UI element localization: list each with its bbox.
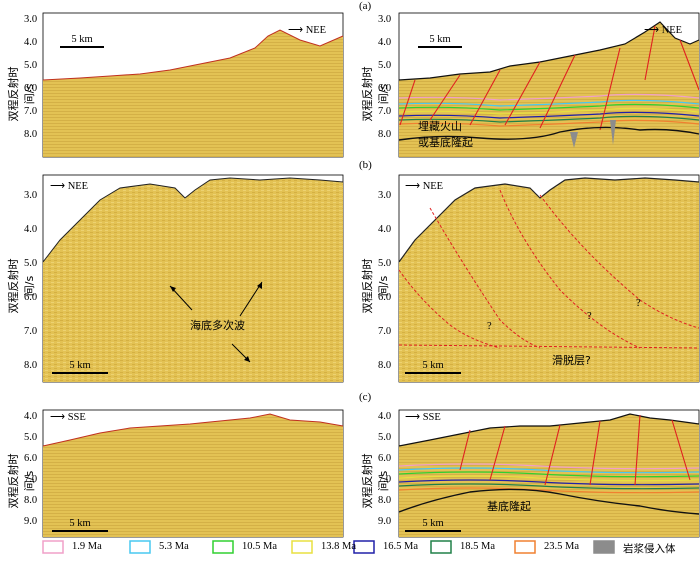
- tick-a-right-3: 6.0: [378, 83, 392, 94]
- scale-bar-b-left: 5 km: [52, 360, 108, 374]
- tick-b-left-2: 5.0: [24, 258, 38, 269]
- tick-a-right-5: 8.0: [378, 129, 392, 140]
- tick-b-right-0: 3.0: [378, 190, 392, 201]
- scale-bar-a-right: 5 km: [418, 34, 462, 48]
- annotation-question-1: ?: [487, 321, 492, 332]
- legend-label-3: 10.5 Ma: [242, 541, 277, 552]
- legend-label-1: 1.9 Ma: [72, 541, 102, 552]
- legend-label-7: 23.5 Ma: [544, 541, 579, 552]
- tick-b-left-0: 3.0: [24, 190, 38, 201]
- panel-c-left: [42, 409, 344, 538]
- tick-b-right-3: 6.0: [378, 292, 392, 303]
- annotation-question-2: ?: [587, 311, 592, 322]
- legend-label-6: 18.5 Ma: [460, 541, 495, 552]
- annotation-volcano: 埋藏火山 或基底隆起: [418, 120, 473, 149]
- tick-a-right-1: 4.0: [378, 37, 392, 48]
- tick-b-right-4: 7.0: [378, 326, 392, 337]
- panel-b-left: [42, 174, 344, 383]
- direction-b-left: ⟶ NEE: [50, 181, 89, 192]
- panel-c-right: [398, 409, 700, 538]
- annotation-detachment: 滑脱层?: [552, 354, 591, 367]
- tick-a-left-5: 8.0: [24, 129, 38, 140]
- scale-bar-b-right: 5 km: [405, 360, 461, 374]
- tick-b-left-4: 7.0: [24, 326, 38, 337]
- panel-a-right: [398, 12, 700, 158]
- tick-c-right-0: 4.0: [378, 411, 392, 422]
- panel-a-left: [42, 12, 344, 158]
- tick-c-right-2: 6.0: [378, 453, 392, 464]
- direction-c-right: ⟶ SSE: [405, 412, 441, 423]
- scale-label: 5 km: [422, 518, 444, 529]
- legend-label-8: 岩浆侵入体: [623, 543, 676, 555]
- direction-arrow-icon: ⟶: [644, 25, 660, 36]
- scale-label: 5 km: [429, 34, 451, 45]
- scale-label: 5 km: [69, 360, 91, 371]
- scale-label: 5 km: [69, 518, 91, 529]
- scale-bar-a-left: 5 km: [60, 34, 104, 48]
- direction-c-left: ⟶ SSE: [50, 412, 86, 423]
- tick-a-left-3: 6.0: [24, 83, 38, 94]
- annotation-question-3: ?: [636, 298, 641, 309]
- direction-arrow-icon: ⟶: [405, 412, 421, 423]
- tick-c-right-3: 7.0: [378, 474, 392, 485]
- tick-a-left-1: 4.0: [24, 37, 38, 48]
- panel-b-right: [398, 174, 700, 383]
- tick-a-left-0: 3.0: [24, 14, 38, 25]
- tick-a-right-0: 3.0: [378, 14, 392, 25]
- tick-a-right-2: 5.0: [378, 60, 392, 71]
- scale-bar-c-left: 5 km: [52, 518, 108, 532]
- legend: [42, 540, 615, 554]
- scale-label: 5 km: [71, 34, 93, 45]
- legend-label-4: 13.8 Ma: [321, 541, 356, 552]
- direction-a-left: ⟶ NEE: [288, 25, 327, 36]
- panel-label-b: (b): [359, 159, 372, 171]
- annotation-basement: 基底隆起: [487, 500, 531, 513]
- tick-c-left-2: 6.0: [24, 453, 38, 464]
- panel-label-a: (a): [359, 0, 372, 12]
- tick-c-left-3: 7.0: [24, 474, 38, 485]
- direction-a-right: ⟶ NEE: [644, 25, 683, 36]
- direction-arrow-icon: ⟶: [288, 25, 304, 36]
- tick-b-left-5: 8.0: [24, 360, 38, 371]
- legend-label-2: 5.3 Ma: [159, 541, 189, 552]
- direction-arrow-icon: ⟶: [405, 181, 421, 192]
- tick-c-right-4: 8.0: [378, 495, 392, 506]
- tick-a-right-4: 7.0: [378, 106, 392, 117]
- tick-c-right-1: 5.0: [378, 432, 392, 443]
- annotation-multiple: 海底多次波: [190, 319, 245, 332]
- direction-arrow-icon: ⟶: [50, 412, 66, 423]
- tick-c-left-0: 4.0: [24, 411, 38, 422]
- panel-label-c: (c): [359, 391, 372, 403]
- tick-c-left-5: 9.0: [24, 516, 38, 527]
- tick-c-left-1: 5.0: [24, 432, 38, 443]
- tick-b-right-1: 4.0: [378, 224, 392, 235]
- tick-c-left-4: 8.0: [24, 495, 38, 506]
- scale-label: 5 km: [422, 360, 444, 371]
- tick-b-right-5: 8.0: [378, 360, 392, 371]
- tick-c-right-5: 9.0: [378, 516, 392, 527]
- legend-label-5: 16.5 Ma: [383, 541, 418, 552]
- tick-b-right-2: 5.0: [378, 258, 392, 269]
- scale-bar-c-right: 5 km: [405, 518, 461, 532]
- tick-b-left-1: 4.0: [24, 224, 38, 235]
- tick-a-left-4: 7.0: [24, 106, 38, 117]
- direction-b-right: ⟶ NEE: [405, 181, 444, 192]
- tick-a-left-2: 5.0: [24, 60, 38, 71]
- direction-arrow-icon: ⟶: [50, 181, 66, 192]
- tick-b-left-3: 6.0: [24, 292, 38, 303]
